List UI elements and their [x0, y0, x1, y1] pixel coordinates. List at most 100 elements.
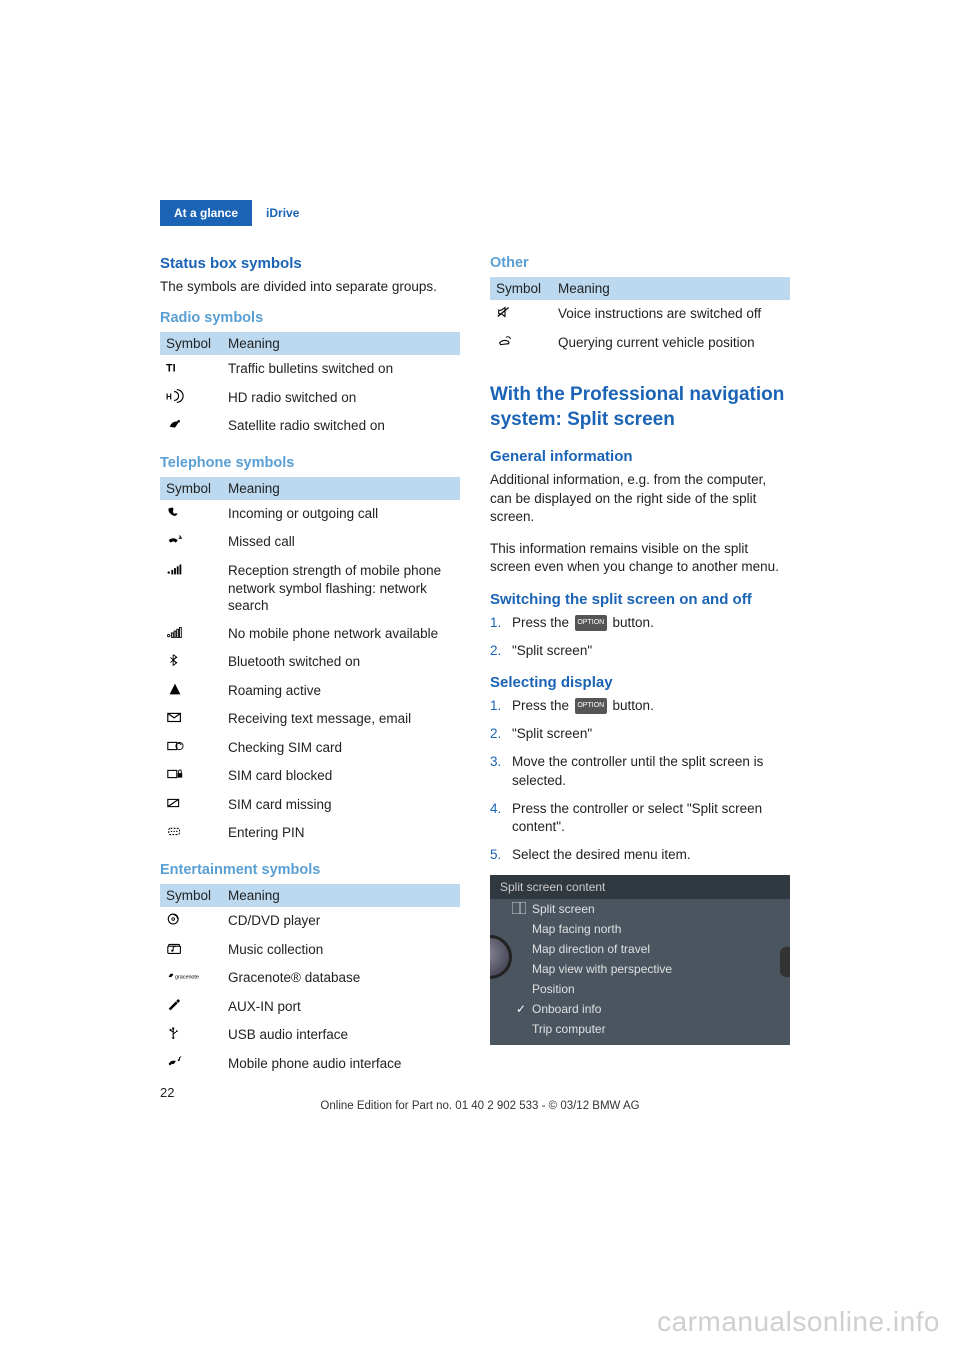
ss-item-4: Position — [490, 979, 790, 999]
svg-text:TI: TI — [166, 363, 176, 375]
bt-icon — [166, 653, 184, 667]
bars-outline-icon — [166, 625, 184, 639]
tel-5: Roaming active — [222, 677, 460, 706]
sel-step-3: 3.Move the controller until the split sc… — [490, 753, 790, 789]
sim-missing-icon — [166, 796, 184, 810]
pin-icon — [166, 824, 184, 838]
th-symbol: Symbol — [160, 477, 222, 500]
radio-0: Traffic bulletins switched on — [222, 355, 460, 384]
ent-3: AUX-IN port — [222, 993, 460, 1022]
th-meaning: Meaning — [222, 477, 460, 500]
switching-steps: 1.Press the OPTION button. 2."Split scre… — [490, 614, 790, 660]
sw-step-1: 1.Press the OPTION button. — [490, 614, 790, 632]
ent-0: CD/DVD player — [222, 907, 460, 936]
heading-status-box: Status box symbols — [160, 255, 460, 272]
gen-p2: This information remains visible on the … — [490, 540, 790, 576]
ss-item-2: Map direction of travel — [490, 939, 790, 959]
sel-step-1: 1.Press the OPTION button. — [490, 697, 790, 715]
aux-icon — [166, 998, 184, 1012]
query-pos-icon — [496, 334, 514, 348]
ent-5: Mobile phone audio interface — [222, 1050, 460, 1079]
heading-entertainment: Entertainment symbols — [160, 862, 460, 878]
heading-other: Other — [490, 255, 790, 271]
th-symbol: Symbol — [160, 332, 222, 355]
tel-1: Missed call — [222, 528, 460, 557]
footer-text: Online Edition for Part no. 01 40 2 902 … — [0, 1100, 960, 1112]
right-knob-icon — [780, 947, 790, 977]
ss-item-3: Map view with perspective — [490, 959, 790, 979]
disc-icon — [166, 912, 184, 926]
tel-9: SIM card missing — [222, 791, 460, 820]
other-1: Querying current vehicle position — [552, 329, 790, 358]
heading-switching: Switching the split screen on and off — [490, 591, 790, 608]
heading-radio: Radio symbols — [160, 310, 460, 326]
left-column: Status box symbols The symbols are divid… — [160, 255, 460, 1078]
other-0: Voice instructions are switched off — [552, 300, 790, 329]
sel-step-2: 2."Split screen" — [490, 725, 790, 743]
telephone-table: Symbol Meaning Incoming or outgoing call… — [160, 477, 460, 848]
tel-6: Receiving text message, email — [222, 705, 460, 734]
tel-0: Incoming or outgoing call — [222, 500, 460, 529]
other-table: Symbol Meaning Voice instructions are sw… — [490, 277, 790, 357]
radio-2: Satellite radio switched on — [222, 412, 460, 441]
bars-solid-icon — [166, 562, 184, 576]
selecting-steps: 1.Press the OPTION button. 2."Split scre… — [490, 697, 790, 865]
sat-icon — [166, 417, 184, 431]
tel-8: SIM card blocked — [222, 762, 460, 791]
page-number: 22 — [160, 1085, 174, 1100]
ent-1: Music collection — [222, 936, 460, 965]
mail-icon — [166, 710, 184, 724]
tel-3: No mobile phone network available — [222, 620, 460, 649]
intro-text: The symbols are divided into separate gr… — [160, 278, 460, 296]
th-meaning: Meaning — [222, 332, 460, 355]
sel-step-5: 5.Select the desired menu item. — [490, 846, 790, 864]
tel-4: Bluetooth switched on — [222, 648, 460, 677]
split-screen-screenshot: Split screen content Split screen Map fa… — [490, 875, 790, 1045]
heading-selecting: Selecting display — [490, 674, 790, 691]
th-meaning: Meaning — [222, 884, 460, 907]
sw-step-2: 2."Split screen" — [490, 642, 790, 660]
hd-icon: H — [166, 389, 184, 403]
gracenote-icon: gracenote — [166, 969, 202, 983]
ent-4: USB audio interface — [222, 1021, 460, 1050]
tel-7: Checking SIM card — [222, 734, 460, 763]
sel-step-4: 4.Press the controller or select "Split … — [490, 800, 790, 836]
usb-icon — [166, 1026, 184, 1040]
phone-audio-icon — [166, 1055, 184, 1069]
th-symbol: Symbol — [490, 277, 552, 300]
heading-split-screen: With the Professional navigation system:… — [490, 383, 790, 432]
th-meaning: Meaning — [552, 277, 790, 300]
option-button-icon: OPTION — [575, 615, 607, 631]
ti-icon: TI — [166, 360, 184, 374]
missed-icon — [166, 533, 184, 547]
sim-lock-icon — [166, 767, 184, 781]
tab-at-a-glance: At a glance — [160, 200, 252, 226]
entertainment-table: Symbol Meaning CD/DVD player Music colle… — [160, 884, 460, 1078]
option-button-icon: OPTION — [575, 698, 607, 714]
tel-2: Reception strength of mobile phone netwo… — [222, 557, 460, 620]
right-column: Other Symbol Meaning Voice instructions … — [490, 255, 790, 1078]
heading-telephone: Telephone symbols — [160, 455, 460, 471]
watermark: carmanualsonline.info — [657, 1306, 940, 1338]
voice-off-icon — [496, 305, 514, 319]
screenshot-title: Split screen content — [490, 875, 790, 899]
split-icon — [512, 902, 526, 914]
tab-bar: At a glance iDrive — [160, 200, 313, 226]
heading-general: General information — [490, 448, 790, 465]
radio-table: Symbol Meaning TI Traffic bulletins switc… — [160, 332, 460, 441]
svg-text:gracenote: gracenote — [175, 975, 199, 981]
gen-p1: Additional information, e.g. from the co… — [490, 471, 790, 526]
roam-icon — [166, 682, 184, 696]
tel-10: Entering PIN — [222, 819, 460, 848]
ss-item-5: Onboard info — [490, 999, 790, 1019]
sim-check-icon — [166, 739, 184, 753]
ent-2: Gracenote® database — [222, 964, 460, 993]
music-icon — [166, 941, 184, 955]
ss-item-0: Split screen — [490, 899, 790, 919]
handset-icon — [166, 505, 184, 519]
th-symbol: Symbol — [160, 884, 222, 907]
ss-item-1: Map facing north — [490, 919, 790, 939]
svg-text:H: H — [166, 392, 172, 401]
tab-idrive: iDrive — [252, 200, 313, 226]
radio-1: HD radio switched on — [222, 384, 460, 413]
